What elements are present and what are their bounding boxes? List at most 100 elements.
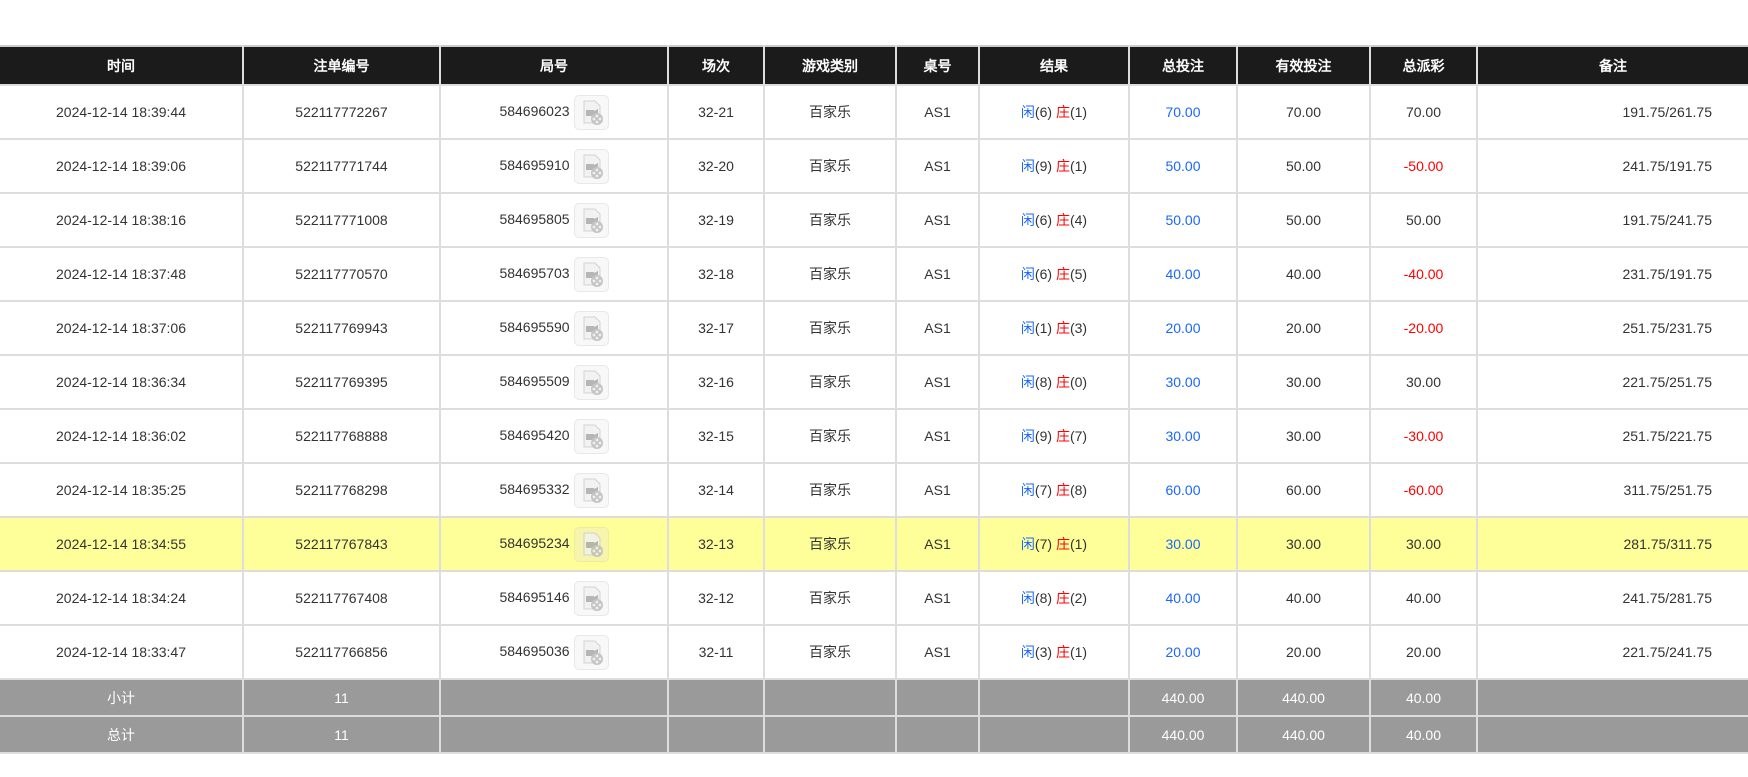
note-cell: 231.75/191.75 — [1476, 246, 1748, 302]
table-row[interactable]: 2024-12-14 18:34:24 522117767408 5846951… — [0, 570, 1748, 626]
banker-label: 庄 — [1055, 266, 1070, 282]
video-replay-icon[interactable] — [573, 526, 609, 562]
note-cell: 221.75/251.75 — [1476, 354, 1748, 410]
payout-cell: -60.00 — [1369, 462, 1478, 518]
column-header: 时间 — [0, 45, 244, 85]
banker-score: (3) — [1069, 320, 1088, 336]
table-row[interactable]: 2024-12-14 18:36:34 522117769395 5846955… — [0, 354, 1748, 410]
total-bet-cell: 20.00 — [1128, 624, 1238, 680]
video-replay-icon[interactable] — [573, 202, 609, 238]
banker-label: 庄 — [1055, 482, 1070, 498]
total-bet-cell: 30.00 — [1128, 408, 1238, 464]
time-cell: 2024-12-14 18:34:55 — [0, 516, 244, 572]
video-replay-icon[interactable] — [573, 364, 609, 400]
summary-count: 11 — [242, 715, 441, 754]
valid-bet-cell: 40.00 — [1236, 246, 1371, 302]
player-label: 闲 — [1020, 266, 1035, 282]
payout-cell: 20.00 — [1369, 624, 1478, 680]
payout-cell: -50.00 — [1369, 138, 1478, 194]
banker-label: 庄 — [1055, 644, 1070, 660]
round-number: 584695332 — [499, 480, 570, 497]
result-cell: 闲(7) 庄(8) — [978, 462, 1130, 518]
total-bet-cell: 30.00 — [1128, 354, 1238, 410]
round-cell: 584695146 — [439, 570, 669, 626]
result-cell: 闲(6) 庄(5) — [978, 246, 1130, 302]
column-header: 桌号 — [895, 45, 980, 85]
video-replay-icon[interactable] — [573, 472, 609, 508]
summary-payout: 40.00 — [1369, 715, 1478, 754]
summary-row: 总计 11 440.00 440.00 40.00 — [0, 715, 1748, 754]
round-cell: 584695805 — [439, 192, 669, 248]
note-cell: 191.75/241.75 — [1476, 192, 1748, 248]
bet-id-cell: 522117769395 — [242, 354, 441, 410]
table-row[interactable]: 2024-12-14 18:33:47 522117766856 5846950… — [0, 624, 1748, 680]
banker-score: (1) — [1069, 644, 1088, 660]
round-number: 584695805 — [499, 210, 570, 227]
table-row[interactable]: 2024-12-14 18:36:02 522117768888 5846954… — [0, 408, 1748, 464]
result-cell: 闲(6) 庄(1) — [978, 84, 1130, 140]
table-row[interactable]: 2024-12-14 18:35:25 522117768298 5846953… — [0, 462, 1748, 518]
column-header: 场次 — [667, 45, 765, 85]
table-number-cell: AS1 — [895, 516, 980, 572]
valid-bet-cell: 50.00 — [1236, 192, 1371, 248]
time-cell: 2024-12-14 18:39:44 — [0, 84, 244, 140]
round-number: 584695509 — [499, 372, 570, 389]
video-replay-icon[interactable] — [573, 634, 609, 670]
table-number-cell: AS1 — [895, 354, 980, 410]
banker-label: 庄 — [1055, 104, 1070, 120]
table-row[interactable]: 2024-12-14 18:38:16 522117771008 5846958… — [0, 192, 1748, 248]
round-number: 584695036 — [499, 642, 570, 659]
summary-row: 小计 11 440.00 440.00 40.00 — [0, 678, 1748, 717]
game-type-cell: 百家乐 — [763, 84, 897, 140]
table-row[interactable]: 2024-12-14 18:39:44 522117772267 5846960… — [0, 84, 1748, 140]
game-type-cell: 百家乐 — [763, 624, 897, 680]
time-cell: 2024-12-14 18:34:24 — [0, 570, 244, 626]
video-replay-icon[interactable] — [573, 310, 609, 346]
shoe-cell: 32-15 — [667, 408, 765, 464]
round-cell: 584695036 — [439, 624, 669, 680]
note-cell: 241.75/281.75 — [1476, 570, 1748, 626]
result-cell: 闲(8) 庄(0) — [978, 354, 1130, 410]
result-cell: 闲(7) 庄(1) — [978, 516, 1130, 572]
result-cell: 闲(1) 庄(3) — [978, 300, 1130, 356]
shoe-cell: 32-11 — [667, 624, 765, 680]
table-number-cell: AS1 — [895, 192, 980, 248]
shoe-cell: 32-13 — [667, 516, 765, 572]
shoe-cell: 32-12 — [667, 570, 765, 626]
banker-label: 庄 — [1055, 590, 1070, 606]
table-row[interactable]: 2024-12-14 18:37:48 522117770570 5846957… — [0, 246, 1748, 302]
shoe-cell: 32-17 — [667, 300, 765, 356]
bet-id-cell: 522117772267 — [242, 84, 441, 140]
note-cell: 241.75/191.75 — [1476, 138, 1748, 194]
table-row[interactable]: 2024-12-14 18:39:06 522117771744 5846959… — [0, 138, 1748, 194]
bet-records-table: 时间 注单编号 局号 场次 游戏类别 桌号 结果 总投注 有效投注 总派彩 备注 2024-12-1… — [0, 45, 1748, 754]
game-type-cell: 百家乐 — [763, 408, 897, 464]
banker-label: 庄 — [1055, 158, 1070, 174]
player-label: 闲 — [1020, 482, 1035, 498]
banker-label: 庄 — [1055, 536, 1070, 552]
summary-valid-bet: 440.00 — [1236, 678, 1371, 717]
banker-label: 庄 — [1055, 320, 1070, 336]
note-cell: 281.75/311.75 — [1476, 516, 1748, 572]
table-row[interactable]: 2024-12-14 18:37:06 522117769943 5846955… — [0, 300, 1748, 356]
time-cell: 2024-12-14 18:36:02 — [0, 408, 244, 464]
table-row[interactable]: 2024-12-14 18:34:55 522117767843 5846952… — [0, 516, 1748, 572]
video-replay-icon[interactable] — [573, 148, 609, 184]
video-replay-icon[interactable] — [573, 94, 609, 130]
bet-id-cell: 522117767408 — [242, 570, 441, 626]
total-bet-cell: 40.00 — [1128, 570, 1238, 626]
bet-id-cell: 522117771744 — [242, 138, 441, 194]
player-label: 闲 — [1020, 158, 1035, 174]
video-replay-icon[interactable] — [573, 256, 609, 292]
video-replay-icon[interactable] — [573, 418, 609, 454]
bet-id-cell: 522117766856 — [242, 624, 441, 680]
table-number-cell: AS1 — [895, 246, 980, 302]
player-label: 闲 — [1020, 590, 1035, 606]
player-score: (9) — [1034, 428, 1053, 444]
round-number: 584696023 — [499, 102, 570, 119]
valid-bet-cell: 30.00 — [1236, 354, 1371, 410]
video-replay-icon[interactable] — [573, 580, 609, 616]
round-cell: 584695703 — [439, 246, 669, 302]
payout-cell: 30.00 — [1369, 516, 1478, 572]
valid-bet-cell: 30.00 — [1236, 408, 1371, 464]
